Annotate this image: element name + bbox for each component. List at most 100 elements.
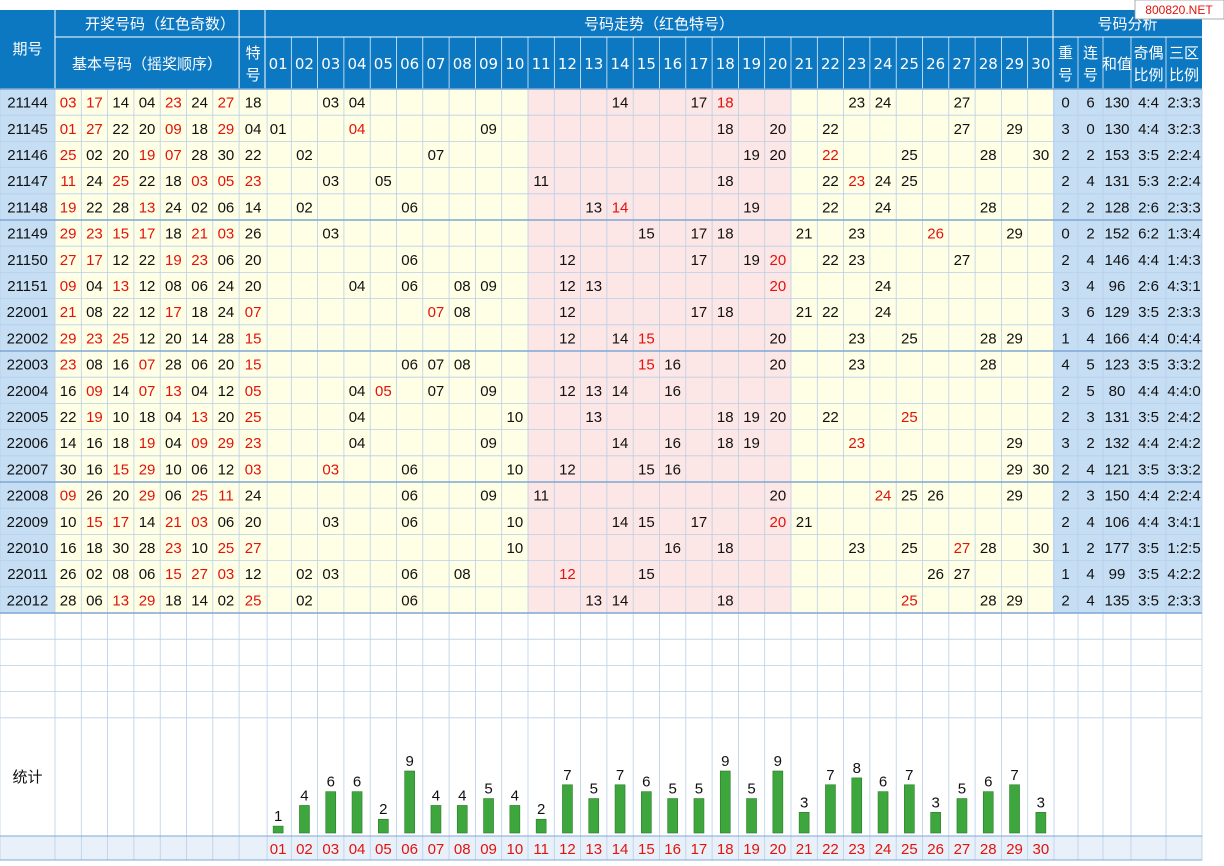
basic-number: 24 <box>218 278 235 295</box>
trend-mark: 24 <box>875 199 892 216</box>
trend-mark: 28 <box>980 540 997 557</box>
basic-number: 26 <box>86 488 103 505</box>
trend-mark: 04 <box>349 278 366 295</box>
trend-special-mark: 18 <box>717 95 734 112</box>
stats-number-label: 15 <box>638 841 655 858</box>
trend-mark: 29 <box>1006 461 1023 478</box>
trend-mark: 15 <box>638 514 655 531</box>
basic-number: 11 <box>218 488 234 505</box>
basic-number: 16 <box>112 357 129 374</box>
basic-number: 30 <box>112 540 129 557</box>
stats-count: 6 <box>984 774 992 791</box>
basic-number: 06 <box>86 592 103 609</box>
period-cell: 22010 <box>7 540 49 557</box>
stats-count: 3 <box>800 794 808 811</box>
basic-number: 12 <box>112 252 129 269</box>
stats-bar <box>299 805 310 834</box>
analysis-value: 4:4 <box>1138 488 1159 505</box>
basic-number: 14 <box>191 592 208 609</box>
stats-count: 6 <box>879 774 887 791</box>
trend-mark: 17 <box>691 95 708 112</box>
trend-mark: 03 <box>322 514 339 531</box>
analysis-value: 4 <box>1061 357 1069 374</box>
basic-number: 14 <box>112 95 129 112</box>
special-number: 07 <box>245 304 262 321</box>
analysis-value: 4 <box>1086 566 1094 583</box>
basic-number: 22 <box>112 304 129 321</box>
basic-number: 18 <box>112 435 129 452</box>
trend-number-header: 19 <box>742 55 761 73</box>
trend-mark: 25 <box>901 173 918 190</box>
analysis-header: 号 <box>1058 66 1073 84</box>
trend-mark: 23 <box>848 252 865 269</box>
trend-mark: 20 <box>770 330 787 347</box>
analysis-value: 2:4:2 <box>1167 409 1200 426</box>
stats-number-label: 09 <box>480 841 497 858</box>
analysis-value: 80 <box>1109 383 1126 400</box>
trend-mark: 10 <box>507 514 524 531</box>
basic-number: 25 <box>112 330 129 347</box>
basic-number: 13 <box>191 409 208 426</box>
trend-special-mark: 22 <box>822 147 839 164</box>
analysis-value: 4:4 <box>1138 121 1159 138</box>
analysis-header: 比例 <box>1133 66 1163 84</box>
stats-number-label: 17 <box>691 841 708 858</box>
basic-number: 27 <box>191 566 208 583</box>
stats-number-label: 05 <box>375 841 392 858</box>
basic-number: 25 <box>218 540 235 557</box>
analysis-header: 三区 <box>1169 44 1199 62</box>
basic-number: 18 <box>165 226 182 243</box>
trend-number-header: 22 <box>821 55 840 73</box>
basic-number: 04 <box>86 278 103 295</box>
basic-number: 25 <box>60 147 77 164</box>
special-number: 26 <box>245 226 262 243</box>
trend-mark: 14 <box>612 383 629 400</box>
basic-number: 04 <box>191 383 208 400</box>
trend-mark: 12 <box>559 383 576 400</box>
basic-number: 17 <box>86 95 103 112</box>
trend-mark: 07 <box>428 383 445 400</box>
basic-number: 21 <box>191 226 208 243</box>
trend-mark: 06 <box>401 592 418 609</box>
trend-special-mark: 04 <box>349 121 366 138</box>
trend-mark: 03 <box>322 226 339 243</box>
basic-number: 10 <box>191 540 208 557</box>
special-number: 12 <box>245 566 262 583</box>
analysis-value: 4:3:1 <box>1167 278 1200 295</box>
analysis-value: 150 <box>1104 488 1129 505</box>
trend-number-header: 27 <box>952 55 971 73</box>
basic-number: 23 <box>86 330 103 347</box>
analysis-value: 4:2:2 <box>1167 566 1200 583</box>
analysis-value: 0:4:4 <box>1167 330 1200 347</box>
analysis-value: 152 <box>1104 226 1129 243</box>
trend-mark: 19 <box>743 252 760 269</box>
trend-mark: 06 <box>401 514 418 531</box>
trend-mark: 04 <box>349 383 366 400</box>
trend-mark: 28 <box>980 592 997 609</box>
trend-mark: 09 <box>480 121 497 138</box>
basic-number: 13 <box>139 199 156 216</box>
analysis-value: 2:3:3 <box>1167 199 1200 216</box>
basic-number: 04 <box>139 95 156 112</box>
basic-number: 28 <box>60 592 77 609</box>
stats-number-label: 06 <box>401 841 418 858</box>
basic-number: 17 <box>86 252 103 269</box>
trend-number-header: 25 <box>900 55 919 73</box>
trend-mark: 29 <box>1006 592 1023 609</box>
basic-number: 20 <box>218 409 235 426</box>
analysis-value: 123 <box>1104 357 1129 374</box>
stats-number-label: 07 <box>428 841 445 858</box>
basic-number: 23 <box>165 95 182 112</box>
trend-mark: 18 <box>717 304 734 321</box>
analysis-value: 3 <box>1061 121 1069 138</box>
analysis-value: 166 <box>1104 330 1129 347</box>
trend-number-header: 06 <box>400 55 419 73</box>
trend-mark: 16 <box>664 383 681 400</box>
stats-count: 8 <box>853 760 861 777</box>
trend-mark: 09 <box>480 278 497 295</box>
basic-number: 15 <box>112 461 129 478</box>
trend-mark: 19 <box>743 409 760 426</box>
stats-bar <box>456 805 468 834</box>
trend-mark: 30 <box>1033 147 1050 164</box>
analysis-value: 4 <box>1086 592 1094 609</box>
